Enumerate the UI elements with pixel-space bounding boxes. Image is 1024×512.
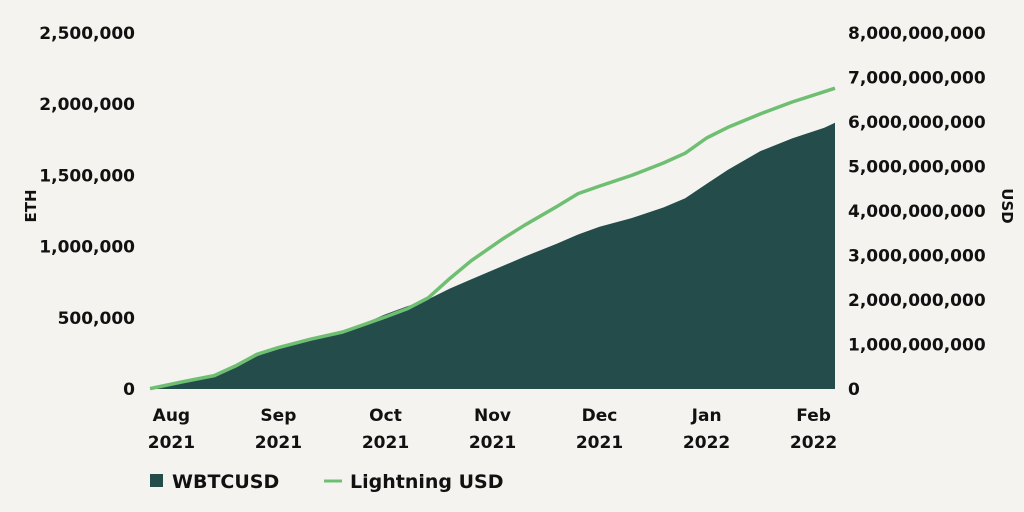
right-axis-title: USD (998, 188, 1016, 223)
x-tick-month: Nov (474, 406, 511, 426)
x-tick: Nov 2021 (469, 406, 516, 453)
x-tick-year: 2022 (683, 433, 730, 453)
right-tick-label: 7,000,000,000 (848, 69, 986, 89)
right-tick-label: 1,000,000,000 (848, 336, 986, 356)
right-tick-label: 2,000,000,000 (848, 291, 986, 311)
x-tick-year: 2021 (576, 433, 623, 453)
x-tick: Aug 2021 (148, 406, 195, 453)
plot-area (149, 86, 836, 391)
right-tick-label: 4,000,000,000 (848, 202, 986, 222)
x-tick: Jan 2022 (683, 406, 730, 453)
right-tick-label: 5,000,000,000 (848, 158, 986, 178)
x-tick-month: Oct (369, 406, 402, 426)
left-tick-label: 2,500,000 (39, 24, 135, 44)
x-tick-month: Sep (260, 406, 296, 426)
legend-label-wbtc: WBTCUSD (172, 471, 279, 493)
x-tick-year: 2021 (362, 433, 409, 453)
x-tick-year: 2022 (790, 433, 837, 453)
left-tick-label: 1,000,000 (39, 238, 135, 258)
right-tick-label: 8,000,000,000 (848, 24, 986, 44)
x-tick-year: 2021 (469, 433, 516, 453)
legend: WBTCUSD Lightning USD (150, 471, 504, 493)
legend-swatch-wbtc (150, 474, 163, 487)
x-tick-year: 2021 (255, 433, 302, 453)
right-tick-label: 6,000,000,000 (848, 113, 986, 133)
left-axis-title: ETH (22, 189, 40, 222)
x-tick-month: Jan (691, 406, 722, 426)
left-tick-label: 0 (123, 380, 135, 400)
left-tick-label: 1,500,000 (39, 166, 135, 186)
wbtc-area (150, 122, 835, 389)
x-tick-month: Dec (582, 406, 618, 426)
legend-label-lightning: Lightning USD (350, 471, 504, 493)
x-tick: Dec 2021 (576, 406, 623, 453)
x-tick-month: Feb (796, 406, 831, 426)
x-tick: Sep 2021 (255, 406, 302, 453)
lightning-line (149, 86, 836, 391)
x-tick: Feb 2022 (790, 406, 837, 453)
left-tick-label: 500,000 (58, 309, 136, 329)
right-tick-label: 0 (848, 380, 860, 400)
right-tick-label: 3,000,000,000 (848, 247, 986, 267)
right-axis: 0 1,000,000,000 2,000,000,000 3,000,000,000… (848, 24, 986, 400)
left-tick-label: 2,000,000 (39, 95, 135, 115)
x-tick-month: Aug (153, 406, 190, 426)
x-tick: Oct 2021 (362, 406, 409, 453)
left-axis: 0 500,000 1,000,000 1,500,000 2,000,000 2,500… (39, 24, 135, 400)
x-axis: Aug 2021 Sep 2021 Oct 2021 Nov 2021 Dec 2021 Jan 20… (148, 406, 838, 453)
x-tick-year: 2021 (148, 433, 195, 453)
